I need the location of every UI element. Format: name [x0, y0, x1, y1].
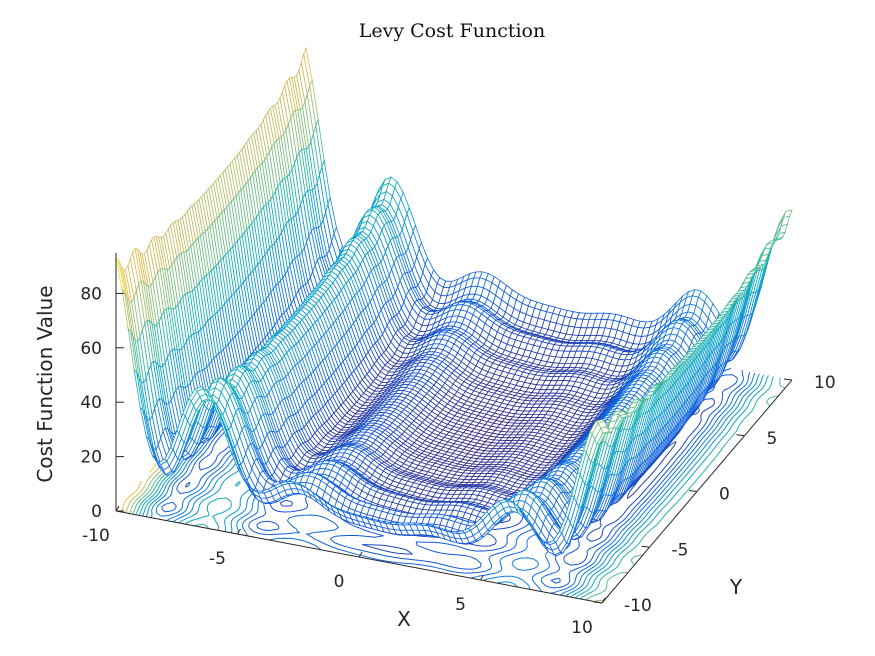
- chart-title: Levy Cost Function: [359, 20, 545, 42]
- surface-mesh: [115, 46, 793, 557]
